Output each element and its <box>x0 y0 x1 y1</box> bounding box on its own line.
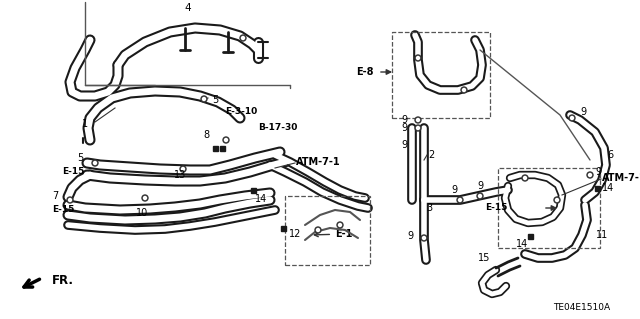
Bar <box>250 188 255 192</box>
Text: ATM-7-1: ATM-7-1 <box>602 173 640 183</box>
Circle shape <box>589 174 591 176</box>
Bar <box>595 186 600 190</box>
Text: E-15: E-15 <box>52 205 74 214</box>
Text: 11: 11 <box>596 230 608 240</box>
Text: 9: 9 <box>401 123 407 133</box>
Circle shape <box>554 197 560 203</box>
Text: B-17-30: B-17-30 <box>258 123 298 132</box>
Text: 14: 14 <box>255 194 268 204</box>
Circle shape <box>422 236 426 240</box>
Circle shape <box>93 161 97 165</box>
Bar <box>212 145 218 151</box>
Text: 15: 15 <box>477 253 490 263</box>
Text: 7: 7 <box>52 191 58 201</box>
Bar <box>285 196 370 265</box>
Circle shape <box>587 172 593 178</box>
Bar <box>527 234 532 239</box>
Text: 9: 9 <box>407 231 413 241</box>
Bar <box>498 168 600 248</box>
Text: 9: 9 <box>595 167 601 177</box>
Circle shape <box>337 222 343 228</box>
Circle shape <box>223 137 229 143</box>
Circle shape <box>417 56 419 60</box>
Text: 8: 8 <box>204 130 210 140</box>
Circle shape <box>522 175 528 181</box>
Text: 14: 14 <box>602 183 614 193</box>
Text: 9: 9 <box>477 181 483 191</box>
Circle shape <box>556 198 559 202</box>
Circle shape <box>477 193 483 199</box>
Circle shape <box>524 176 527 180</box>
Circle shape <box>415 55 421 61</box>
Circle shape <box>201 96 207 102</box>
Text: E-15: E-15 <box>486 204 508 212</box>
Circle shape <box>317 228 319 232</box>
Circle shape <box>421 235 427 241</box>
Text: 9: 9 <box>401 115 407 125</box>
Circle shape <box>241 36 244 40</box>
Text: E-3-10: E-3-10 <box>225 108 257 116</box>
Text: FR.: FR. <box>52 273 74 286</box>
Circle shape <box>463 88 465 92</box>
Text: 6: 6 <box>607 150 613 160</box>
Text: E-1: E-1 <box>314 229 353 239</box>
Circle shape <box>68 198 72 202</box>
Text: 5: 5 <box>212 95 218 105</box>
Circle shape <box>339 224 342 226</box>
Text: 13: 13 <box>174 170 186 180</box>
Circle shape <box>225 138 227 142</box>
Circle shape <box>569 115 575 121</box>
Circle shape <box>143 197 147 199</box>
Text: 2: 2 <box>428 150 435 160</box>
Circle shape <box>458 198 461 202</box>
Circle shape <box>415 125 421 131</box>
Circle shape <box>180 166 186 172</box>
Bar <box>280 226 285 231</box>
Text: 10: 10 <box>136 208 148 218</box>
Circle shape <box>461 87 467 93</box>
Circle shape <box>479 195 481 197</box>
Circle shape <box>92 160 98 166</box>
Circle shape <box>315 227 321 233</box>
Text: 9: 9 <box>401 140 407 150</box>
Circle shape <box>417 127 419 130</box>
Text: TE04E1510A: TE04E1510A <box>553 303 610 313</box>
Text: ATM-7-1: ATM-7-1 <box>296 157 340 167</box>
Circle shape <box>240 35 246 41</box>
Circle shape <box>142 195 148 201</box>
Text: 5: 5 <box>77 153 83 163</box>
Circle shape <box>457 197 463 203</box>
Text: 3: 3 <box>426 203 432 213</box>
Circle shape <box>67 197 73 203</box>
Bar <box>392 32 490 118</box>
Text: 4: 4 <box>185 3 191 13</box>
Text: 1: 1 <box>82 119 88 129</box>
Text: E-15: E-15 <box>62 167 84 176</box>
Text: 9: 9 <box>580 107 586 117</box>
Text: E-8: E-8 <box>356 67 374 77</box>
Text: 12: 12 <box>289 229 301 239</box>
Text: 14: 14 <box>516 239 528 249</box>
Circle shape <box>182 167 184 170</box>
Text: 9: 9 <box>452 185 458 195</box>
Circle shape <box>417 118 419 122</box>
Bar <box>220 145 225 151</box>
Circle shape <box>415 117 421 123</box>
Circle shape <box>570 116 573 120</box>
Circle shape <box>202 98 205 100</box>
